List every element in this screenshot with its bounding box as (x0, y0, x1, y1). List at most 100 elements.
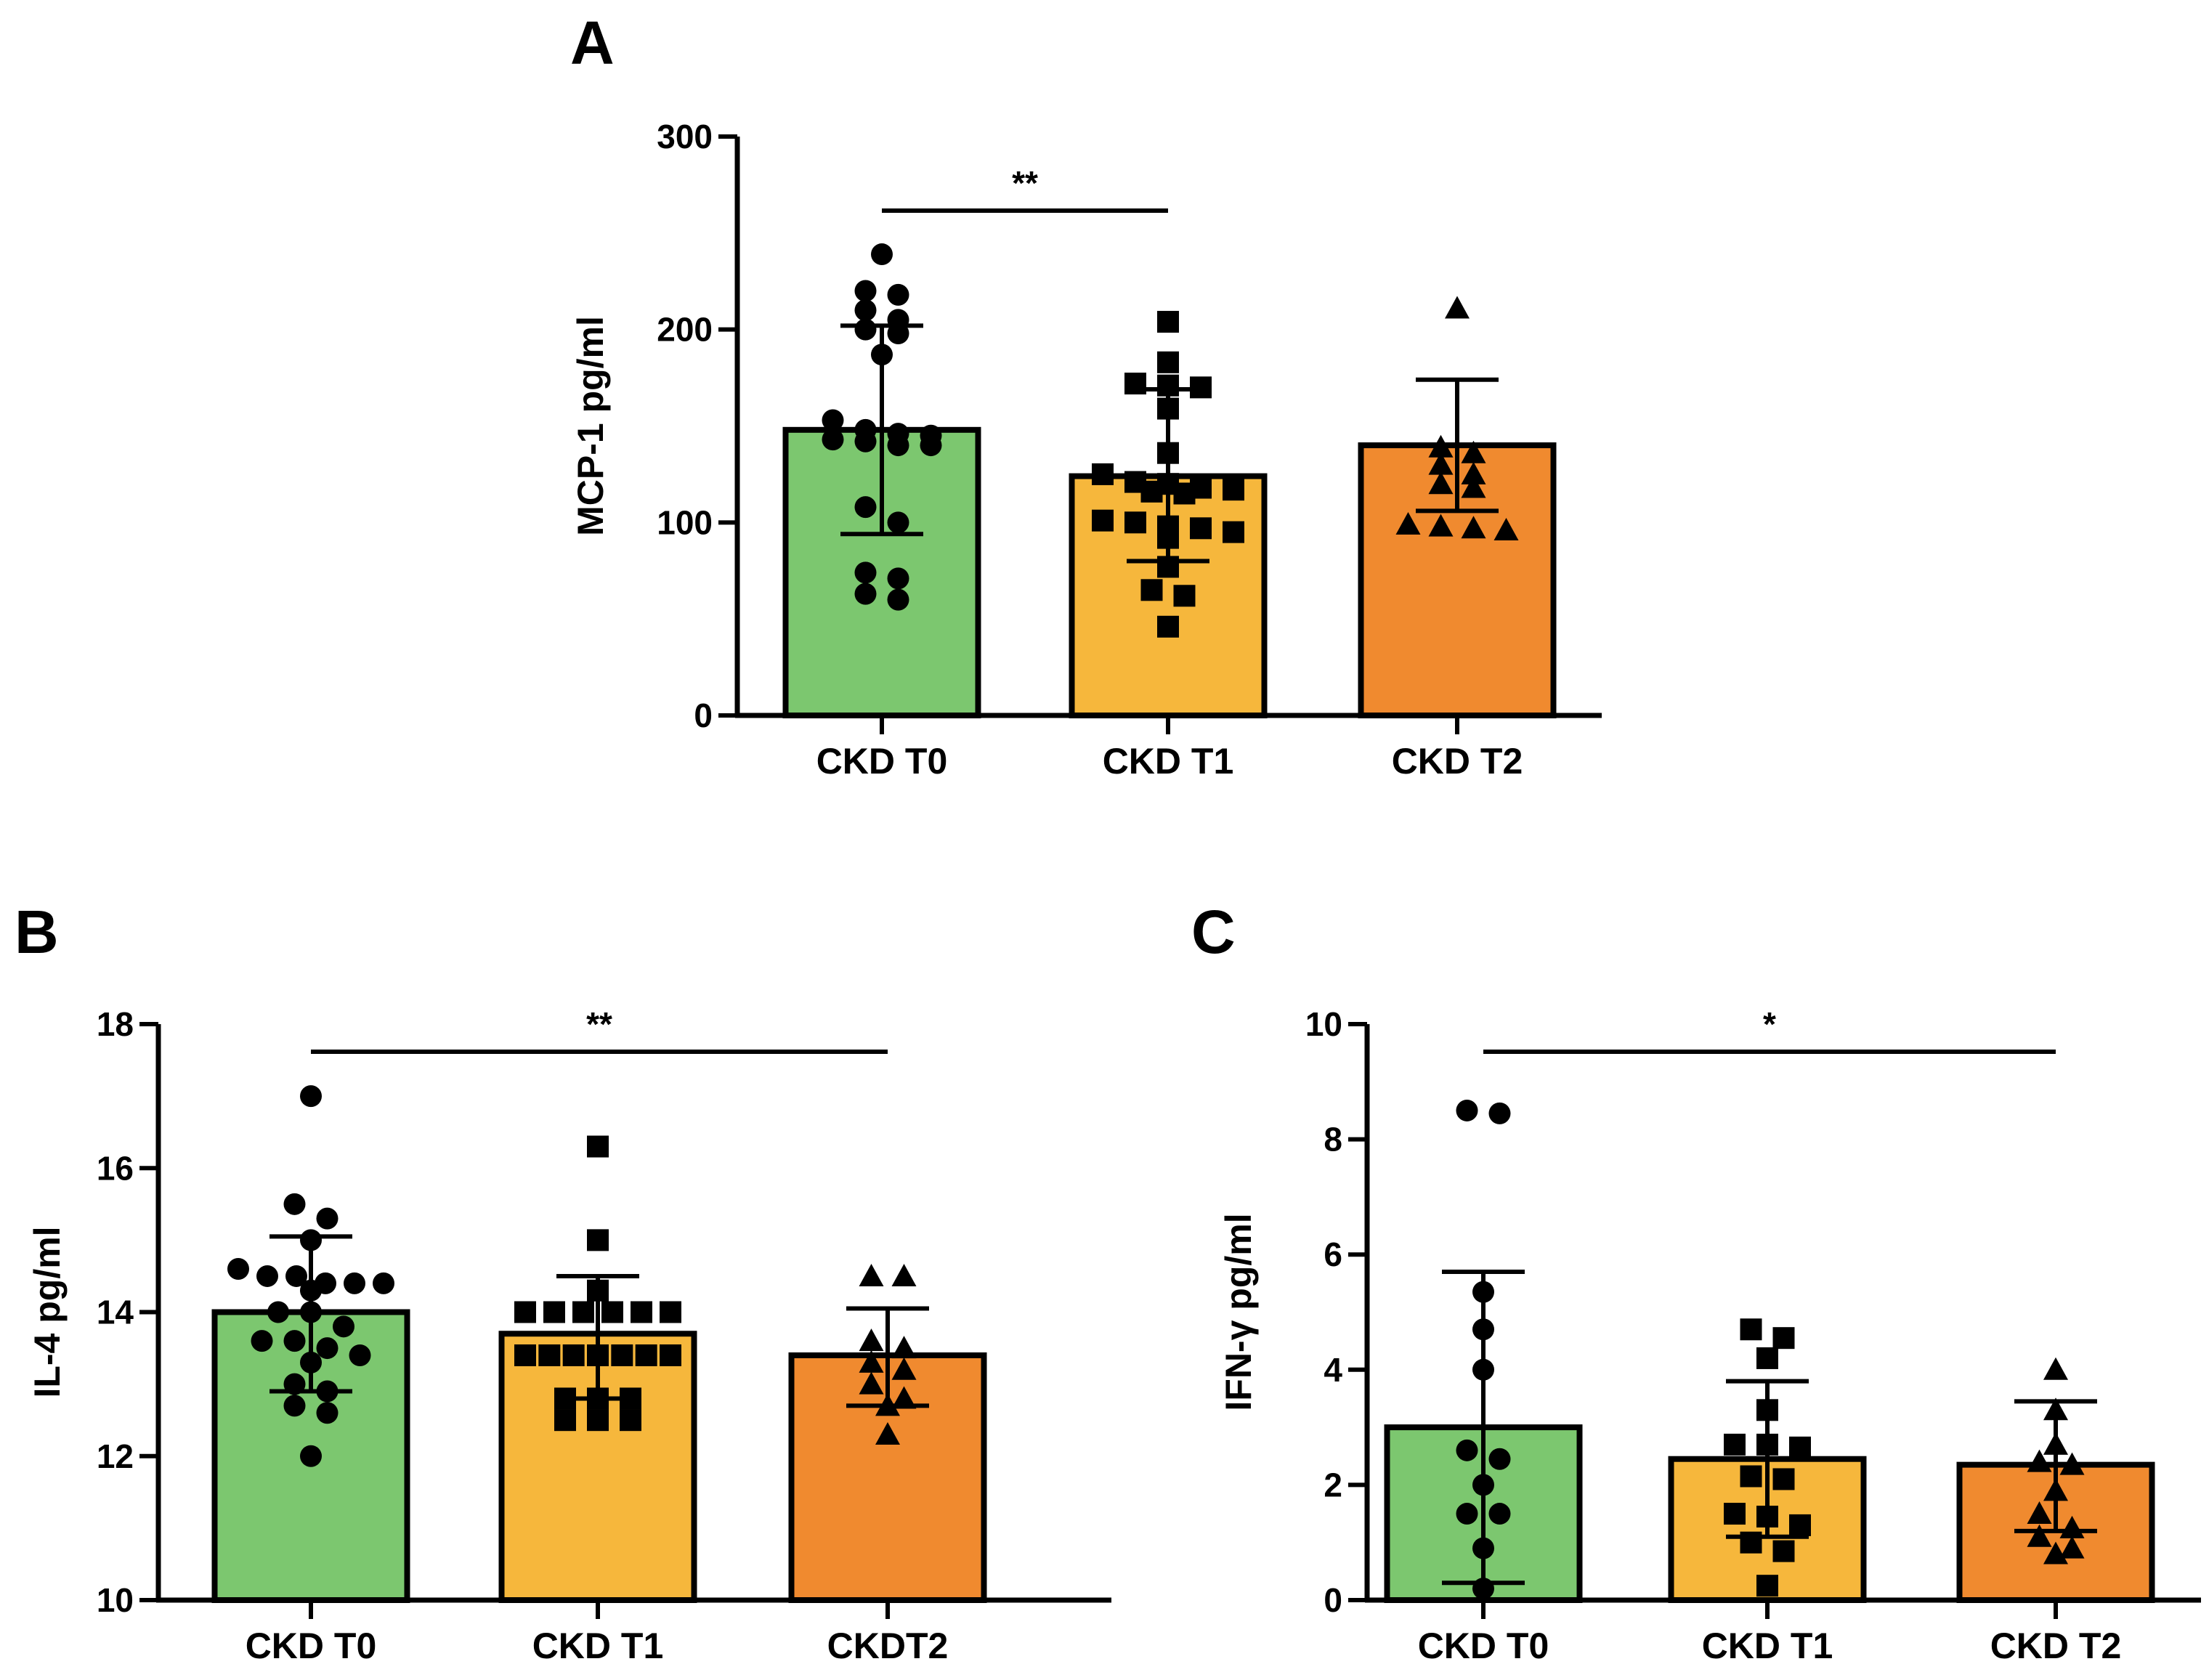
data-point (349, 1344, 371, 1366)
data-point (344, 1272, 365, 1294)
data-point (267, 1301, 289, 1323)
data-point (543, 1301, 565, 1323)
data-point (2059, 1535, 2085, 1559)
data-point (283, 1395, 306, 1417)
data-point (887, 511, 909, 534)
data-point (859, 1263, 884, 1286)
data-point (1456, 1439, 1478, 1461)
data-point (1488, 1448, 1511, 1470)
y-tick-label: 300 (657, 118, 713, 155)
data-point (631, 1301, 652, 1323)
data-point (920, 434, 942, 457)
data-point (1456, 1099, 1478, 1121)
data-point (1140, 480, 1163, 503)
data-point (875, 1422, 900, 1445)
data-point (300, 1445, 322, 1467)
data-point (1488, 1503, 1511, 1525)
data-point (1724, 1503, 1746, 1525)
data-point (1772, 1540, 1795, 1562)
chart-panel-b: B 10 12 14 16 18 CKD T0 CKD T1 CKDT2 IL-4 pg/ml ** (15, 898, 1111, 1666)
data-point (859, 1371, 884, 1395)
y-axis-title: IFN-γ pg/ml (1218, 1213, 1259, 1411)
data-point (1428, 471, 1454, 495)
data-point (333, 1315, 354, 1338)
data-point (256, 1265, 278, 1287)
y-tick-label: 12 (97, 1437, 134, 1475)
data-point (1461, 516, 1486, 539)
chart-panel-c: C 0 2 4 6 8 10 CKD T0 CKD T1 CKD T2 IFN-γ pg/ml * (1191, 898, 2201, 1666)
data-point (1223, 479, 1244, 501)
data-point (316, 1337, 339, 1360)
data-point (1445, 296, 1470, 319)
data-point (1223, 521, 1244, 543)
y-tick-label: 100 (657, 503, 713, 541)
data-point (822, 409, 844, 431)
y-tick-label: 8 (1324, 1121, 1342, 1158)
data-point (285, 1265, 307, 1287)
data-point (587, 1409, 609, 1432)
data-point (1772, 1327, 1795, 1350)
data-point (1173, 482, 1196, 505)
data-point (2059, 1452, 2085, 1475)
x-tick-label: CKD T2 (1990, 1626, 2122, 1666)
data-point (620, 1409, 641, 1432)
data-point (1724, 1433, 1746, 1456)
panel-letter: A (570, 9, 615, 77)
panel-letter: C (1191, 898, 1236, 966)
data-point (854, 280, 877, 302)
x-tick-label: CKD T0 (246, 1626, 377, 1666)
data-point (854, 299, 877, 322)
data-point (227, 1258, 249, 1281)
x-tick-label: CKD T0 (1418, 1626, 1549, 1666)
chart-panel-a: A 0 100 200 300 CKD T0 CKD T1 CKD T2 MCP-1 pg/ml… (570, 9, 1602, 782)
significance-label: * (1763, 1005, 1776, 1043)
y-tick-label: 0 (694, 697, 713, 734)
data-point (1157, 311, 1179, 333)
data-point (1461, 475, 1486, 498)
data-point (1488, 1102, 1511, 1124)
data-point (572, 1301, 594, 1323)
data-point (660, 1301, 681, 1323)
y-axis-title: MCP-1 pg/ml (570, 316, 611, 536)
data-point (859, 1350, 884, 1373)
x-tick-label: CKDT2 (827, 1626, 949, 1666)
y-tick-label: 16 (97, 1149, 134, 1187)
data-point (373, 1272, 394, 1294)
data-point (1456, 1503, 1478, 1525)
data-point (854, 583, 877, 605)
data-point (554, 1409, 576, 1432)
y-tick-label: 6 (1324, 1235, 1342, 1273)
data-point (1092, 463, 1114, 485)
data-point (1140, 579, 1163, 601)
significance-label: ** (586, 1005, 612, 1043)
data-point (1157, 351, 1179, 373)
data-point (1756, 1575, 1778, 1597)
data-point (1740, 1465, 1762, 1488)
data-point (1428, 434, 1454, 458)
x-tick-label: CKD T2 (1392, 741, 1523, 782)
data-point (562, 1344, 585, 1366)
data-point (1428, 452, 1454, 475)
data-point (859, 1328, 884, 1352)
y-tick-label: 10 (97, 1581, 134, 1619)
data-point (1461, 461, 1486, 484)
x-tick-label: CKD T1 (1702, 1626, 1833, 1666)
data-point (2043, 1357, 2068, 1380)
x-tick-label: CKD T1 (532, 1626, 664, 1666)
data-point (538, 1344, 561, 1366)
data-point (514, 1344, 536, 1366)
data-point (251, 1330, 273, 1352)
data-point (822, 429, 844, 451)
data-point (514, 1301, 536, 1323)
data-point (887, 588, 909, 611)
y-tick-label: 18 (97, 1005, 134, 1043)
data-point (1157, 615, 1179, 638)
data-point (587, 1229, 609, 1251)
data-point (1124, 511, 1146, 534)
y-tick-label: 200 (657, 311, 713, 349)
data-point (1756, 1347, 1778, 1369)
y-tick-label: 2 (1324, 1466, 1342, 1504)
data-point (891, 1336, 917, 1359)
data-point (2043, 1541, 2068, 1565)
